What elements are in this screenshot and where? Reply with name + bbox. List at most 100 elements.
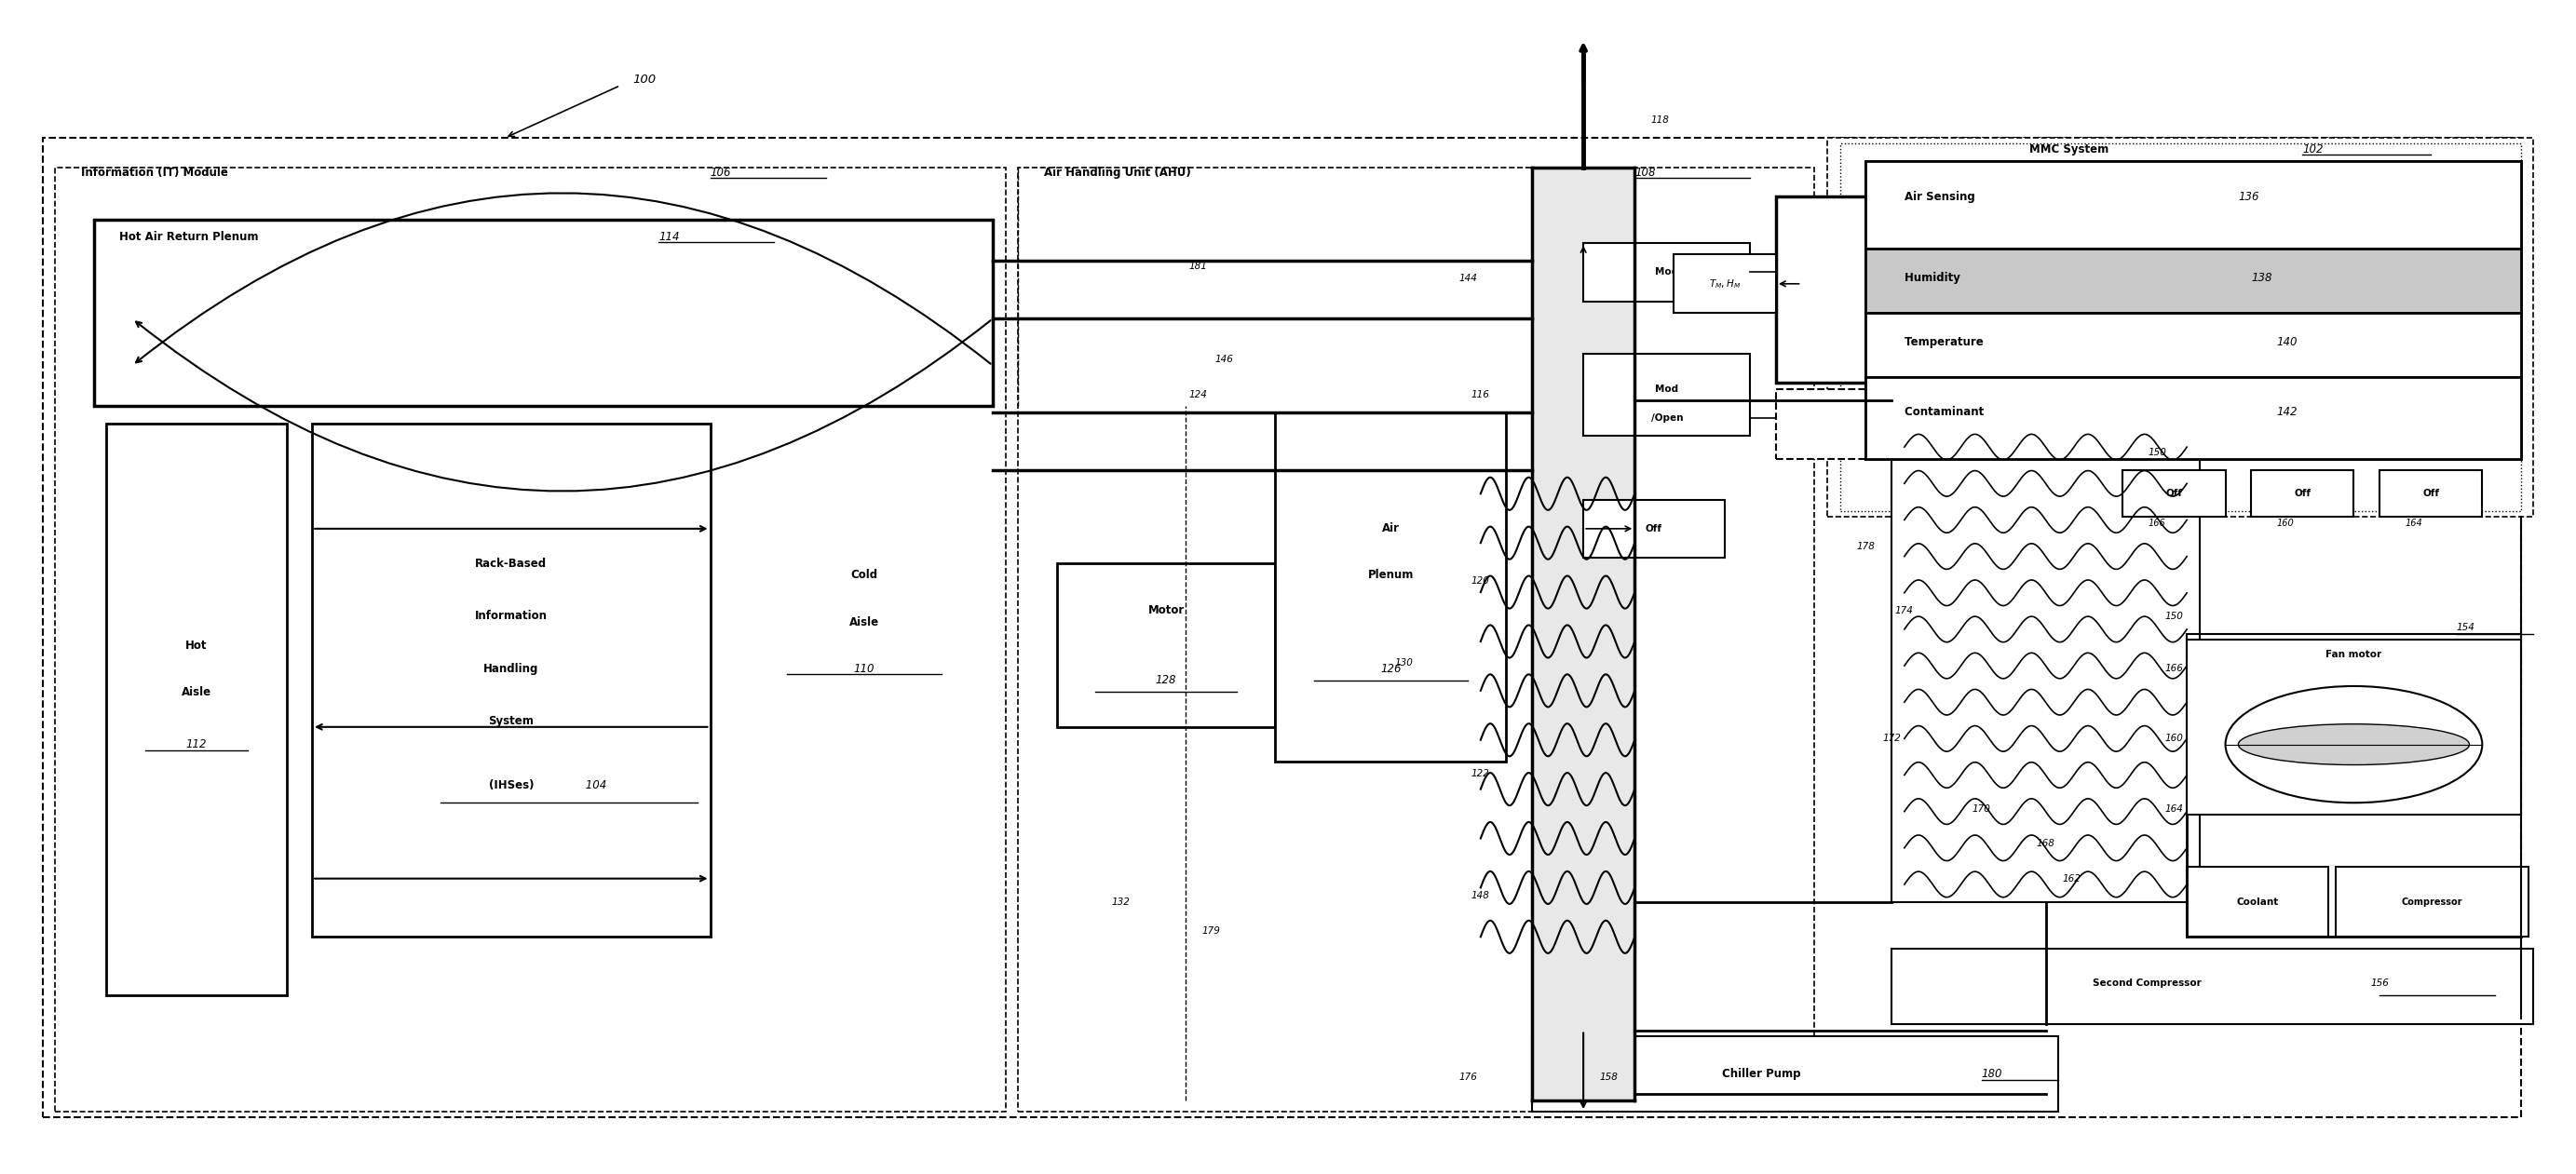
Text: 179: 179 bbox=[1200, 926, 1221, 936]
Text: Off: Off bbox=[2295, 490, 2311, 498]
Bar bbox=[2187, 640, 2522, 815]
Bar bbox=[1865, 249, 2522, 313]
Text: 164: 164 bbox=[2406, 518, 2421, 527]
Text: 100: 100 bbox=[634, 74, 657, 86]
Bar bbox=[54, 167, 1005, 1112]
Text: 110: 110 bbox=[853, 662, 876, 675]
Text: Coolant: Coolant bbox=[2236, 897, 2280, 906]
Bar bbox=[1826, 139, 2535, 517]
Bar bbox=[1775, 196, 2136, 383]
Text: 114: 114 bbox=[659, 231, 680, 243]
Bar bbox=[2251, 471, 2354, 517]
Bar bbox=[1865, 313, 2522, 377]
Text: Mod: Mod bbox=[1656, 268, 1680, 277]
Text: 176: 176 bbox=[1458, 1072, 1476, 1081]
Text: AHU Mixed/: AHU Mixed/ bbox=[1922, 238, 1989, 248]
Bar bbox=[1891, 949, 2535, 1025]
Text: 144: 144 bbox=[1458, 274, 1476, 283]
Text: 168: 168 bbox=[2038, 839, 2056, 849]
Text: 162: 162 bbox=[2061, 873, 2081, 883]
Text: Information (IT) Module: Information (IT) Module bbox=[80, 167, 232, 180]
Text: 142: 142 bbox=[2277, 406, 2298, 418]
Text: Aisle: Aisle bbox=[850, 616, 878, 628]
Text: 126: 126 bbox=[1381, 662, 1401, 675]
Bar bbox=[41, 139, 2522, 1118]
Text: Air: Air bbox=[1381, 522, 1399, 534]
Text: /Open: /Open bbox=[1651, 413, 1682, 423]
Text: 146: 146 bbox=[1213, 355, 1234, 364]
Text: 160: 160 bbox=[2277, 518, 2295, 527]
Text: 164: 164 bbox=[2164, 804, 2184, 814]
Text: 136: 136 bbox=[2239, 190, 2259, 203]
Text: 134: 134 bbox=[1947, 360, 1965, 370]
Text: 104: 104 bbox=[582, 780, 605, 791]
Text: Compressor: Compressor bbox=[2401, 897, 2463, 906]
Text: 102: 102 bbox=[2303, 143, 2324, 156]
Text: 170: 170 bbox=[1973, 804, 1991, 814]
Bar bbox=[2336, 866, 2530, 937]
Text: 156: 156 bbox=[2370, 979, 2388, 989]
Bar bbox=[1584, 499, 1723, 558]
Text: 122: 122 bbox=[1471, 769, 1489, 778]
Bar bbox=[2187, 866, 2329, 937]
Bar bbox=[2123, 471, 2226, 517]
Text: 172: 172 bbox=[1883, 734, 1901, 743]
Text: 116: 116 bbox=[1471, 390, 1489, 399]
Text: Off: Off bbox=[2421, 490, 2439, 498]
Text: 120: 120 bbox=[1471, 576, 1489, 586]
Text: 106: 106 bbox=[711, 167, 732, 180]
Circle shape bbox=[2226, 686, 2483, 803]
Text: Air Handling Unit (AHU): Air Handling Unit (AHU) bbox=[1043, 167, 1195, 180]
Text: Motor: Motor bbox=[1149, 605, 1185, 616]
Text: 124: 124 bbox=[1190, 390, 1208, 399]
Text: Information: Information bbox=[474, 610, 549, 622]
Text: 138: 138 bbox=[2251, 272, 2272, 284]
Bar bbox=[93, 220, 992, 406]
Text: Air Sensing: Air Sensing bbox=[1904, 190, 1978, 203]
Bar bbox=[1674, 255, 1775, 313]
Text: Hot Air Return Plenum: Hot Air Return Plenum bbox=[118, 231, 263, 243]
Text: Humidity: Humidity bbox=[1904, 272, 1963, 284]
Text: Plenum: Plenum bbox=[1368, 569, 1414, 581]
Bar bbox=[1865, 161, 2522, 249]
Bar bbox=[1533, 1035, 2058, 1112]
Text: 108: 108 bbox=[1636, 167, 1656, 180]
Text: Controller: Controller bbox=[1927, 309, 1986, 318]
Text: Rack-Based: Rack-Based bbox=[474, 558, 546, 569]
Ellipse shape bbox=[2239, 724, 2470, 764]
Text: Temperature: Temperature bbox=[1904, 336, 1986, 349]
Text: Handling: Handling bbox=[484, 662, 538, 675]
Bar bbox=[1584, 353, 1749, 436]
Bar bbox=[2380, 471, 2483, 517]
Bar bbox=[1865, 377, 2522, 459]
Text: 118: 118 bbox=[1651, 116, 1669, 126]
Bar bbox=[106, 424, 286, 996]
Bar bbox=[1018, 167, 1814, 1112]
Text: $T_M, H_M$: $T_M, H_M$ bbox=[1708, 277, 1741, 290]
Text: 160: 160 bbox=[2164, 734, 2184, 743]
Bar bbox=[1865, 161, 2522, 459]
Text: Mixed Mode: Mixed Mode bbox=[1927, 419, 1986, 429]
Text: Off: Off bbox=[1646, 524, 1662, 533]
Text: Second Compressor: Second Compressor bbox=[2092, 979, 2205, 989]
Text: 166: 166 bbox=[2164, 664, 2184, 674]
Text: Off: Off bbox=[2166, 490, 2182, 498]
Text: 158: 158 bbox=[1600, 1072, 1618, 1081]
Text: 166: 166 bbox=[2148, 518, 2166, 527]
Text: Mod: Mod bbox=[1656, 384, 1680, 393]
Text: 174: 174 bbox=[1896, 606, 1914, 615]
Bar bbox=[1839, 144, 2522, 511]
Text: Multi-Mode: Multi-Mode bbox=[1924, 274, 1989, 283]
Text: System: System bbox=[489, 715, 533, 727]
Bar bbox=[1275, 412, 1507, 762]
Text: Aisle: Aisle bbox=[180, 686, 211, 699]
Text: 128: 128 bbox=[1157, 674, 1177, 687]
Text: DX: DX bbox=[1917, 397, 1935, 409]
Text: (IHSes): (IHSes) bbox=[489, 780, 533, 791]
Text: Cold: Cold bbox=[850, 569, 878, 581]
Bar bbox=[312, 424, 711, 937]
Text: Hot: Hot bbox=[185, 640, 209, 652]
Text: 112: 112 bbox=[185, 738, 206, 750]
Text: Contaminant: Contaminant bbox=[1904, 406, 1989, 418]
Text: 132: 132 bbox=[1113, 897, 1131, 906]
